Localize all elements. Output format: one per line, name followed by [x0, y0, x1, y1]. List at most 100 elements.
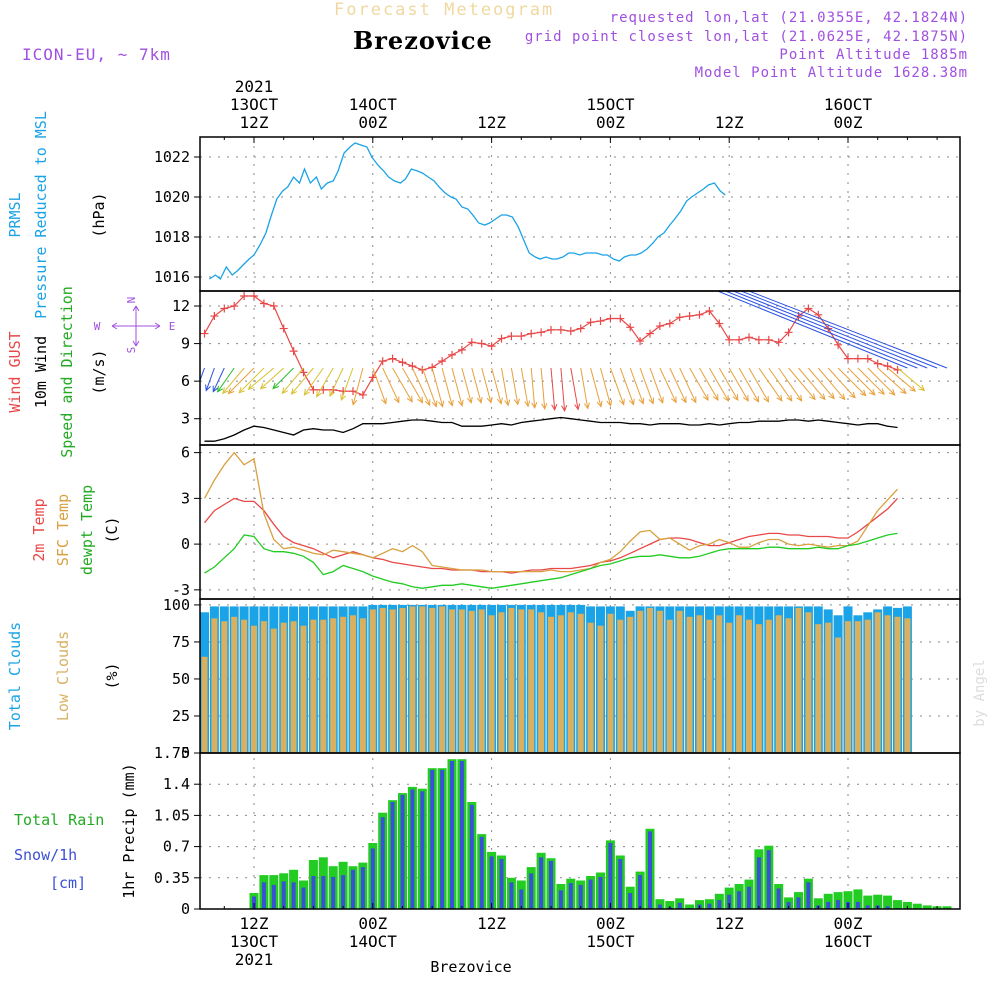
model-label: ICON-EU, ~ 7km [22, 45, 171, 64]
wind-arrow [550, 367, 556, 410]
cloud-low-bar [350, 615, 356, 753]
cloud-low-bar [845, 621, 851, 753]
gust-marker [675, 313, 684, 322]
snow-bar [618, 859, 623, 909]
cloud-low-bar [696, 615, 703, 753]
wind-arrow [540, 367, 546, 409]
cloud-low-bar [795, 607, 802, 753]
wind-arrowhead [438, 400, 445, 408]
cloud-low-bar [221, 621, 228, 753]
wind-arrowhead [551, 404, 558, 411]
cloud-low-bar [835, 637, 842, 753]
cloud-low-bar [419, 606, 426, 753]
wind-arrowhead [504, 399, 511, 407]
gust-marker [349, 387, 357, 396]
wind-arrow [392, 367, 413, 403]
gust-marker [240, 292, 249, 301]
wind-arrowhead [909, 385, 917, 392]
y-tick-label: 0 [181, 535, 190, 553]
gust-marker [556, 325, 565, 334]
y-tick-label: 50 [172, 670, 190, 688]
cloud-low-bar [488, 615, 495, 753]
gust-marker [576, 324, 585, 333]
wind-arrow [421, 367, 437, 407]
snow-bar [360, 867, 365, 909]
wind-arrow [718, 367, 739, 401]
wind-arrowhead [888, 389, 896, 396]
gust-marker [448, 350, 456, 359]
cloud-low-bar [300, 625, 307, 753]
snow-bar [271, 884, 276, 909]
wind-arrow [590, 367, 602, 407]
y-tick-label: 1.05 [154, 806, 190, 824]
pressure-label-reduced: Pressure Reduced to MSL [32, 111, 50, 319]
time-label-top: 12Z [715, 113, 744, 132]
cloud-low-bar [647, 607, 653, 753]
snow-bar [677, 902, 682, 909]
snow-bar [252, 896, 256, 909]
clouds-unit: (%) [103, 662, 121, 689]
wind-arrow [217, 367, 235, 393]
cloud-low-bar [765, 619, 772, 753]
gust-marker [457, 345, 466, 354]
wind-arrow [808, 367, 835, 399]
snow-bar [638, 875, 643, 909]
gust-marker [250, 292, 258, 301]
gust-marker [596, 317, 605, 326]
y-tick-label: 9 [181, 335, 190, 353]
cloud-low-bar [676, 610, 683, 753]
wind-arrow [212, 367, 225, 392]
gust-marker [834, 340, 843, 349]
y-tick-label: 100 [163, 596, 190, 614]
gust-marker [220, 304, 229, 313]
cloud-low-bar [251, 625, 257, 753]
compass-west: W [94, 320, 101, 333]
gust-marker [309, 385, 318, 394]
wind-arrow [609, 367, 625, 405]
snow-bar [420, 791, 425, 909]
snow-bar [281, 881, 286, 909]
gust-marker [388, 354, 397, 363]
pressure-label-prmsl: PRMSL [6, 192, 24, 237]
cloud-low-bar [231, 616, 238, 753]
requested-coords: requested lon,lat (21.0355E, 42.1824N) [609, 10, 968, 26]
time-label-bottom: 00Z [834, 914, 863, 933]
time-label-bottom: 16OCT [824, 932, 873, 951]
gust-marker [636, 337, 645, 346]
wind-arrowhead [259, 383, 267, 390]
time-label-bottom: 12Z [240, 914, 269, 933]
rain-bar [823, 893, 833, 909]
wind-arrowhead [680, 396, 687, 404]
snow-bar [598, 876, 603, 909]
wind-arrowhead [583, 402, 590, 410]
rain-bar [912, 903, 922, 909]
cloud-low-bar [726, 622, 733, 753]
y-tick-label: 0 [181, 900, 190, 918]
wind-arrow [530, 367, 536, 408]
wind-arrow [689, 367, 709, 401]
gust-line [203, 295, 898, 396]
cloud-bars [200, 604, 912, 753]
wind-arrow [857, 367, 885, 395]
rain-bar [883, 895, 893, 909]
cloud-low-bar [498, 612, 505, 753]
wind-arrow [340, 367, 354, 401]
time-label-bottom: 2021 [235, 950, 274, 969]
snow-bar [578, 884, 583, 909]
rain-bar [813, 898, 823, 909]
snow-bar [509, 882, 514, 909]
wind-arrow [560, 367, 566, 411]
wind-arrow [272, 367, 294, 389]
wind-arrowhead [859, 389, 867, 397]
cloud-low-bar [716, 615, 723, 753]
wind-arrowhead [809, 393, 816, 401]
snow-bar [370, 848, 375, 909]
cloud-low-bar [389, 609, 396, 753]
snow-bar [469, 804, 474, 909]
wind-arrow [817, 367, 846, 400]
wind-arrow [788, 367, 816, 400]
compass-south: S [125, 347, 138, 354]
wind-arrow [738, 367, 760, 403]
snow-bar [737, 891, 742, 909]
